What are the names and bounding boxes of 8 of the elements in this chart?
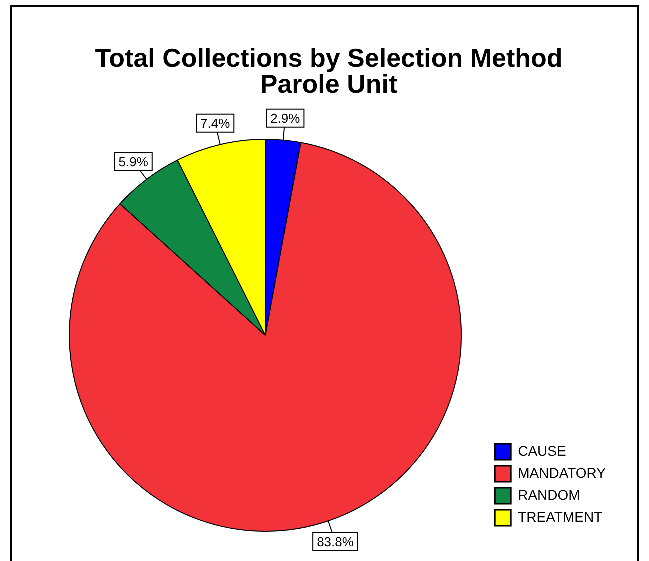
data-label: 83.8% <box>317 534 354 550</box>
data-label: 7.4% <box>200 116 231 131</box>
legend-label: RANDOM <box>518 486 580 503</box>
data-label: 5.9% <box>118 154 149 170</box>
legend-label: TREATMENT <box>518 508 604 525</box>
data-label: 2.9% <box>270 110 301 126</box>
legend-label: CAUSE <box>518 442 566 459</box>
legend-label: MANDATORY <box>518 464 607 481</box>
